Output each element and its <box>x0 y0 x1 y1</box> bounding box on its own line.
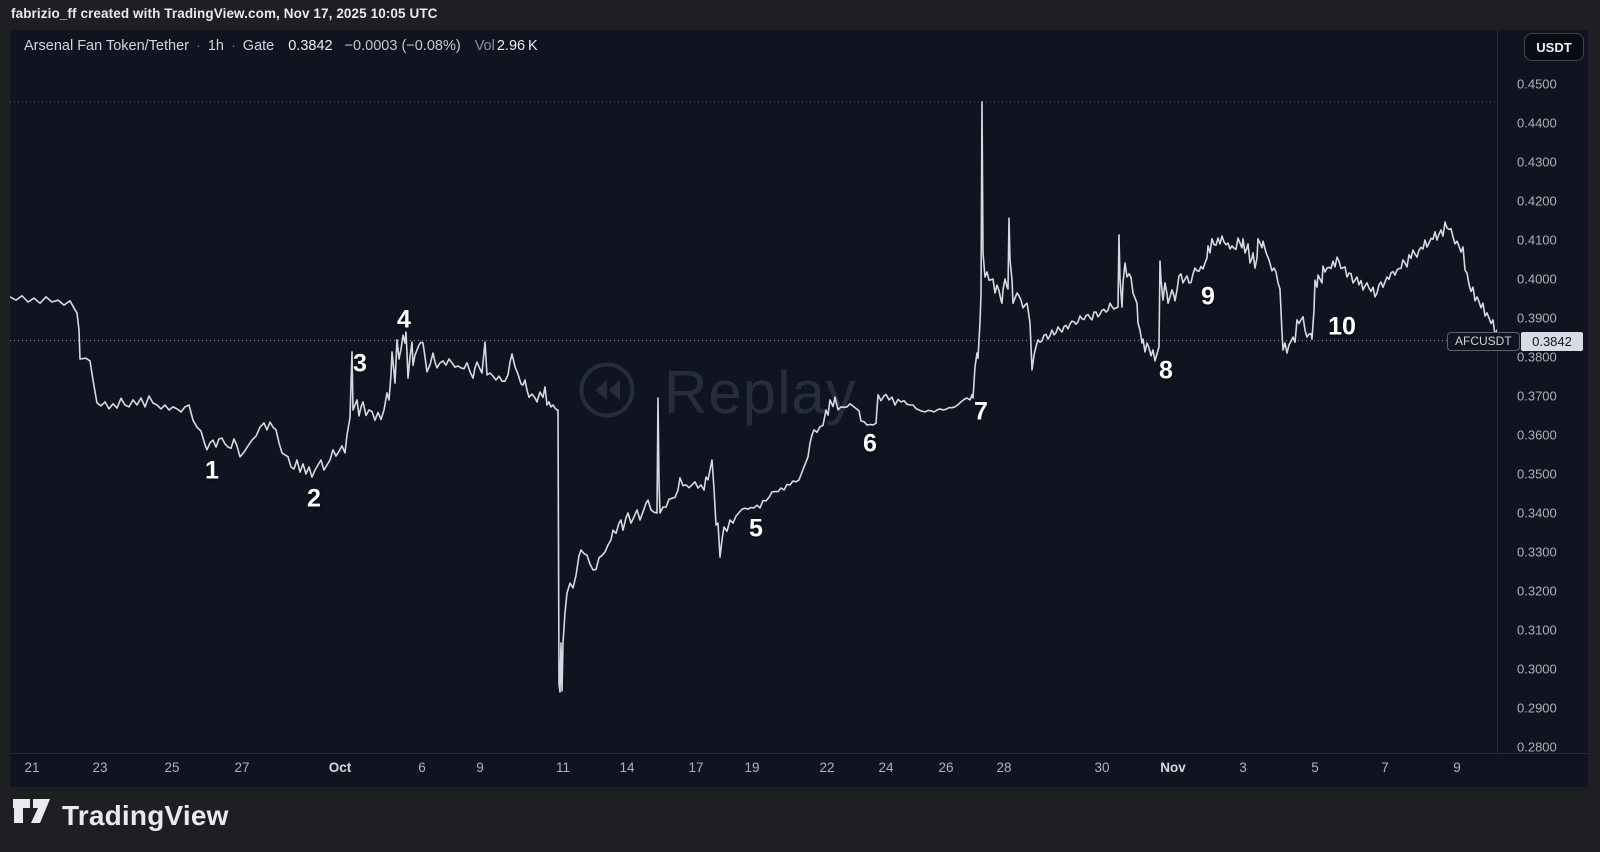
time-tick-label: 11 <box>555 760 571 775</box>
symbol-price-tag: AFCUSDT <box>1447 332 1520 351</box>
price-tick-label: 0.3700 <box>1517 388 1557 404</box>
symbol-title[interactable]: Arsenal Fan Token/Tether <box>24 38 189 54</box>
time-tick-label: 24 <box>878 760 894 775</box>
price-axis-separator <box>1497 30 1498 753</box>
price-tick-label: 0.3500 <box>1517 466 1557 482</box>
price-tick-label: 0.3600 <box>1517 427 1557 443</box>
time-tick-label: 9 <box>1453 760 1461 775</box>
header-separator: · <box>195 38 201 54</box>
annotation-number-8[interactable]: 8 <box>1159 356 1173 385</box>
time-tick-label: 6 <box>418 760 426 775</box>
price-tick-label: 0.3100 <box>1517 622 1557 638</box>
time-tick-label: 14 <box>619 760 635 775</box>
volume-label: Vol <box>474 38 495 54</box>
time-tick-label: 30 <box>1094 760 1110 775</box>
annotation-number-7[interactable]: 7 <box>974 397 988 426</box>
header-separator: · <box>230 38 236 54</box>
price-tick-label: 0.4200 <box>1517 193 1557 209</box>
last-price-label: 0.3842 <box>1521 332 1583 351</box>
time-tick-label: 9 <box>476 760 484 775</box>
currency-usdt-button[interactable]: USDT <box>1524 33 1584 61</box>
annotation-number-10[interactable]: 10 <box>1328 312 1356 341</box>
annotation-number-5[interactable]: 5 <box>749 514 763 543</box>
time-tick-label: 25 <box>164 760 180 775</box>
time-tick-label: 17 <box>688 760 704 775</box>
exchange-name[interactable]: Gate <box>242 38 275 54</box>
time-tick-label: 21 <box>24 760 40 775</box>
price-tick-label: 0.3800 <box>1517 349 1557 365</box>
tradingview-logo[interactable]: TradingView <box>13 798 229 834</box>
price-tick-label: 0.4300 <box>1517 154 1557 170</box>
annotation-number-9[interactable]: 9 <box>1201 282 1215 311</box>
interval-selector[interactable]: 1h <box>207 38 224 54</box>
time-tick-label: 3 <box>1239 760 1247 775</box>
price-tick-label: 0.3200 <box>1517 583 1557 599</box>
price-tick-label: 0.2900 <box>1517 700 1557 716</box>
annotation-number-3[interactable]: 3 <box>353 349 367 378</box>
time-tick-label: 27 <box>234 760 250 775</box>
time-axis-separator <box>10 753 1588 754</box>
price-tick-label: 0.3000 <box>1517 661 1557 677</box>
time-tick-label: 22 <box>819 760 835 775</box>
price-tick-label: 0.3300 <box>1517 544 1557 560</box>
replay-watermark-label: Replay <box>664 359 857 426</box>
price-tick-label: 0.4100 <box>1517 232 1557 248</box>
time-tick-label: 23 <box>92 760 108 775</box>
annotation-number-4[interactable]: 4 <box>397 305 411 334</box>
time-tick-label: 26 <box>938 760 954 775</box>
price-tick-label: 0.3900 <box>1517 310 1557 326</box>
symbol-header: Arsenal Fan Token/Tether · 1h · Gate 0.3842 −0… <box>24 38 538 54</box>
header-price-change: −0.0003 (−0.08%) <box>344 38 461 54</box>
time-tick-label: 28 <box>996 760 1012 775</box>
volume-value: 2.96 K <box>496 38 538 54</box>
time-tick-label: Nov <box>1160 760 1186 775</box>
time-tick-label: 5 <box>1311 760 1319 775</box>
time-tick-label: Oct <box>328 760 352 775</box>
tradingview-logo-icon <box>13 798 51 834</box>
annotation-number-1[interactable]: 1 <box>205 456 219 485</box>
price-tick-label: 0.4000 <box>1517 271 1557 287</box>
header-last-price: 0.3842 <box>288 38 333 54</box>
price-tick-label: 0.2800 <box>1517 739 1557 755</box>
price-tick-label: 0.4500 <box>1517 76 1557 92</box>
attribution-text: fabrizio_ff created with TradingView.com… <box>11 6 438 21</box>
price-tick-label: 0.3400 <box>1517 505 1557 521</box>
rewind-icon <box>578 361 636 424</box>
replay-watermark: Replay <box>578 358 857 427</box>
time-tick-label: 19 <box>744 760 760 775</box>
annotation-number-2[interactable]: 2 <box>307 484 321 513</box>
tradingview-logo-text: TradingView <box>62 800 229 831</box>
time-tick-label: 7 <box>1381 760 1389 775</box>
annotation-number-6[interactable]: 6 <box>863 429 877 458</box>
price-tick-label: 0.4400 <box>1517 115 1557 131</box>
